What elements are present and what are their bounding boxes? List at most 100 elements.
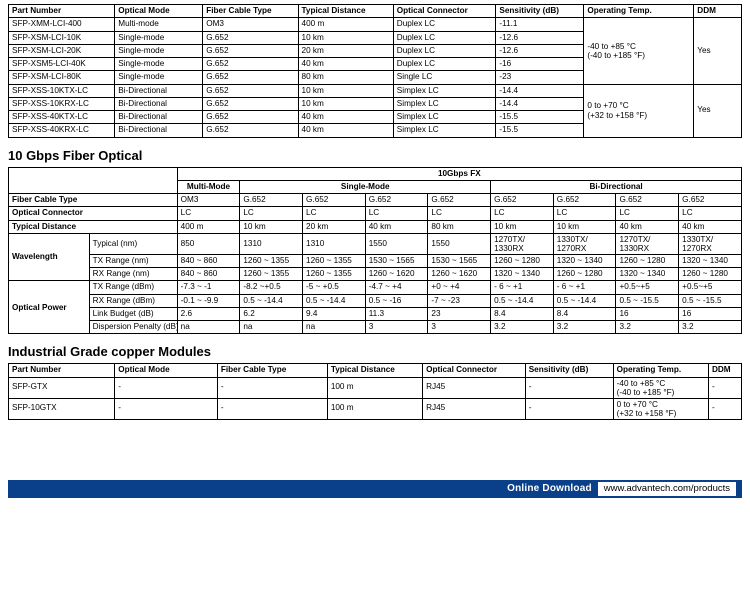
cell: 11.3 [365,307,428,320]
cell: 840 ~ 860 [177,254,240,267]
col-typical-distance: Typical Distance [298,5,393,18]
row-tx-range-dbm: Optical Power TX Range (dBm) -7.3 ~ -1 -… [9,281,742,294]
cell: 100 m [327,377,422,398]
cell: 850 [177,233,240,254]
table-row: SFP-GTX - - 100 m RJ45 - -40 to +85 °C (… [9,377,742,398]
cell: G.652 [240,194,303,207]
cell: na [303,321,366,334]
cell: 23 [428,307,491,320]
row-sublabel: RX Range (dBm) [89,294,177,307]
cell: RJ45 [423,377,526,398]
cell: -23 [496,71,584,84]
cell: 1320 ~ 1340 [491,268,554,281]
section-title-copper: Industrial Grade copper Modules [8,344,742,359]
cell: Duplex LC [393,31,496,44]
cell: SFP-GTX [9,377,115,398]
cell: G.652 [428,194,491,207]
cell: -4.7 ~ +4 [365,281,428,294]
cell: G.652 [203,31,298,44]
cell: SFP-XSS-40KRX-LC [9,124,115,137]
cell: SFP-XSM-LCI-10K [9,31,115,44]
cell: 40 km [298,111,393,124]
row-sublabel: Link Budget (dB) [89,307,177,320]
cell: -15.5 [496,124,584,137]
cell: G.652 [616,194,679,207]
col-ddm: DDM [694,5,742,18]
cell: -12.6 [496,44,584,57]
cell: 1320 ~ 1340 [553,254,616,267]
cell: 20 km [298,44,393,57]
cell: na [240,321,303,334]
cell: -12.6 [496,31,584,44]
row-sublabel: Typical (nm) [89,233,177,254]
cell: 16 [679,307,742,320]
cell: 1550 [428,233,491,254]
cell: LC [240,207,303,220]
cell: 3.2 [679,321,742,334]
cell: -8.2 ~+0.5 [240,281,303,294]
cell: - [217,398,327,419]
cell: Bi-Directional [115,111,203,124]
cell: G.652 [553,194,616,207]
cell: 40 km [298,58,393,71]
operating-temp-group-2: 0 to +70 °C (+32 to +158 °F) [584,84,694,137]
cell: 840 ~ 860 [177,268,240,281]
cell: -40 to +85 °C (-40 to +185 °F) [613,377,708,398]
col-part-number: Part Number [9,5,115,18]
cell: 1260 ~ 1280 [679,268,742,281]
sfp-table: Part Number Optical Mode Fiber Cable Typ… [8,4,742,138]
cell: Bi-Directional [115,84,203,97]
temp-fahrenheit: (-40 to +185 °F) [587,51,645,60]
fiber-optical-table: 10Gbps FX Multi-Mode Single-Mode Bi-Dire… [8,167,742,335]
cell: - [708,377,741,398]
cell: G.652 [203,84,298,97]
cell: 40 km [298,124,393,137]
cell: - [115,377,218,398]
cell: 1320 ~ 1340 [679,254,742,267]
cell: G.652 [491,194,554,207]
cell: 1260 ~ 1355 [303,268,366,281]
cell: 1270TX/1330RX [616,233,679,254]
cell: 10 km [298,97,393,110]
table-header-row: Part Number Optical Mode Fiber Cable Typ… [9,5,742,18]
cell: 1530 ~ 1565 [365,254,428,267]
cell: 1270TX/1330RX [491,233,554,254]
col-optical-mode: Optical Mode [115,5,203,18]
cell: 20 km [303,220,366,233]
cell: 400 m [177,220,240,233]
cell: Duplex LC [393,44,496,57]
cell: LC [679,207,742,220]
cell: 1310 [303,233,366,254]
cell: 1260 ~ 1280 [491,254,554,267]
row-fct: Fiber Cable Type OM3 G.652 G.652 G.652 G… [9,194,742,207]
col-optical-connector: Optical Connector [393,5,496,18]
cell: G.652 [303,194,366,207]
cell: 3.2 [491,321,554,334]
table-row: SFP-XSS-10KTX-LC Bi-Directional G.652 10… [9,84,742,97]
cell: G.652 [203,44,298,57]
cell: - 6 ~ +1 [491,281,554,294]
cell: 9.4 [303,307,366,320]
cell: - [217,377,327,398]
footer-bar: Online Download www.advantech.com/produc… [8,480,742,498]
cell: OM3 [177,194,240,207]
row-rx-range-nm: RX Range (nm) 840 ~ 860 1260 ~ 1355 1260… [9,268,742,281]
temp-fahrenheit: (+32 to +158 °F) [617,409,677,418]
temp-celsius: 0 to +70 °C [587,101,628,110]
cell: Multi-mode [115,18,203,31]
cell: 1260 ~ 1620 [428,268,491,281]
cell: Single-mode [115,58,203,71]
header-row: 10Gbps FX [9,167,742,180]
cell: 400 m [298,18,393,31]
col-operating-temp: Operating Temp. [613,364,708,377]
cell: LC [365,207,428,220]
cell: Simplex LC [393,97,496,110]
cell: +0.5~+5 [616,281,679,294]
cell: 8.4 [553,307,616,320]
cell: 80 km [298,71,393,84]
col-ddm: DDM [708,364,741,377]
cell: Duplex LC [393,18,496,31]
col-fiber-cable-type: Fiber Cable Type [217,364,327,377]
table-row: SFP-10GTX - - 100 m RJ45 - 0 to +70 °C (… [9,398,742,419]
row-label: Optical Connector [9,207,178,220]
